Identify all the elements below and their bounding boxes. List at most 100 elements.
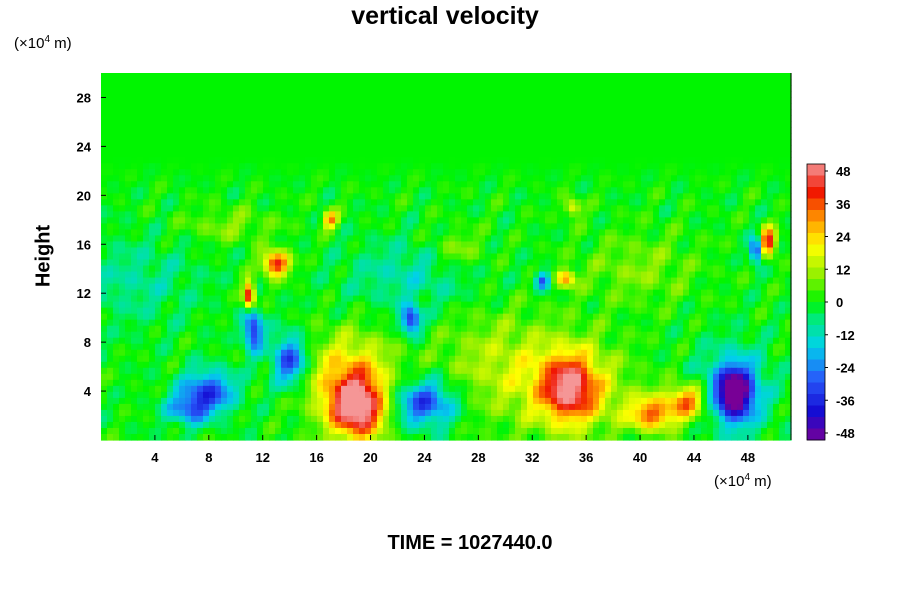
- heatmap-cell: [521, 109, 528, 116]
- heatmap-cell: [245, 319, 252, 327]
- heatmap-cell: [137, 79, 144, 86]
- heatmap-cell: [233, 295, 240, 303]
- heatmap-cell: [413, 283, 420, 291]
- heatmap-cell: [497, 139, 504, 146]
- heatmap-cell: [131, 265, 138, 273]
- heatmap-cell: [113, 127, 120, 134]
- heatmap-cell: [743, 223, 750, 231]
- heatmap-cell: [305, 319, 312, 327]
- heatmap-cell: [557, 325, 564, 333]
- heatmap-cell: [353, 199, 360, 206]
- heatmap-cell: [119, 211, 126, 218]
- heatmap-cell: [509, 97, 516, 104]
- heatmap-cell: [347, 163, 354, 170]
- heatmap-cell: [533, 97, 540, 104]
- heatmap-cell: [599, 163, 606, 170]
- heatmap-cell: [761, 241, 768, 249]
- heatmap-cell: [563, 73, 570, 80]
- heatmap-cell: [731, 109, 738, 116]
- heatmap-cell: [389, 169, 396, 176]
- heatmap-cell: [173, 91, 180, 98]
- heatmap-cell: [239, 217, 246, 225]
- heatmap-cell: [659, 199, 666, 206]
- heatmap-cell: [287, 259, 294, 267]
- heatmap-cell: [515, 79, 522, 86]
- heatmap-cell: [467, 199, 474, 206]
- heatmap-cell: [527, 127, 534, 134]
- heatmap-cell: [659, 289, 666, 297]
- heatmap-cell: [467, 163, 474, 170]
- heatmap-cell: [539, 115, 546, 122]
- heatmap-cell: [605, 247, 612, 255]
- heatmap-cell: [449, 289, 456, 297]
- heatmap-cell: [113, 253, 120, 261]
- heatmap-cell: [551, 85, 558, 92]
- heatmap-cell: [413, 127, 420, 134]
- heatmap-cell: [317, 97, 324, 104]
- heatmap-cell: [689, 319, 696, 327]
- heatmap-cell: [155, 295, 162, 303]
- heatmap-cell: [437, 307, 444, 315]
- heatmap-cell: [203, 187, 210, 194]
- heatmap-cell: [377, 127, 384, 134]
- heatmap-cell: [281, 283, 288, 291]
- heatmap-cell: [569, 235, 576, 243]
- heatmap-cell: [281, 253, 288, 261]
- heatmap-cell: [419, 301, 426, 309]
- heatmap-cell: [581, 211, 588, 218]
- heatmap-cell: [503, 265, 510, 273]
- heatmap-cell: [281, 127, 288, 134]
- heatmap-cell: [305, 259, 312, 267]
- heatmap-cell: [551, 211, 558, 218]
- heatmap-cell: [347, 295, 354, 303]
- heatmap-cell: [227, 331, 234, 339]
- heatmap-cell: [503, 313, 510, 321]
- heatmap-cell: [509, 91, 516, 98]
- heatmap-cell: [629, 133, 636, 140]
- heatmap-cell: [113, 325, 120, 333]
- heatmap-cell: [365, 85, 372, 92]
- heatmap-cell: [509, 265, 516, 273]
- heatmap-cell: [485, 253, 492, 261]
- heatmap-cell: [233, 127, 240, 134]
- heatmap-cell: [455, 115, 462, 122]
- heatmap-cell: [425, 253, 432, 261]
- heatmap-cell: [197, 271, 204, 279]
- heatmap-cell: [731, 103, 738, 110]
- heatmap-cell: [365, 313, 372, 321]
- heatmap-cell: [755, 211, 762, 218]
- heatmap-cell: [593, 253, 600, 261]
- heatmap-cell: [581, 271, 588, 279]
- heatmap-cell: [185, 163, 192, 170]
- heatmap-cell: [167, 235, 174, 243]
- heatmap-cell: [203, 103, 210, 110]
- heatmap-cell: [503, 277, 510, 285]
- heatmap-cell: [275, 157, 282, 164]
- heatmap-cell: [311, 205, 318, 212]
- heatmap-cell: [479, 325, 486, 333]
- heatmap-cell: [371, 247, 378, 255]
- heatmap-cell: [185, 223, 192, 231]
- heatmap-cell: [125, 259, 132, 267]
- heatmap-cell: [389, 127, 396, 134]
- heatmap-cell: [215, 307, 222, 315]
- heatmap-cell: [311, 103, 318, 110]
- heatmap-cell: [641, 211, 648, 218]
- heatmap-cell: [719, 85, 726, 92]
- heatmap-cell: [275, 121, 282, 128]
- heatmap-cell: [227, 295, 234, 303]
- heatmap-cell: [593, 133, 600, 140]
- heatmap-cell: [455, 85, 462, 92]
- heatmap-cell: [755, 241, 762, 249]
- heatmap-cell: [317, 157, 324, 164]
- heatmap-cell: [263, 127, 270, 134]
- heatmap-cell: [179, 133, 186, 140]
- heatmap-cell: [605, 235, 612, 243]
- heatmap-cell: [395, 151, 402, 158]
- heatmap-cell: [533, 277, 540, 285]
- heatmap-cell: [497, 151, 504, 158]
- heatmap-cell: [743, 127, 750, 134]
- heatmap-cell: [209, 313, 216, 321]
- heatmap-cell: [785, 139, 792, 146]
- heatmap-cell: [293, 253, 300, 261]
